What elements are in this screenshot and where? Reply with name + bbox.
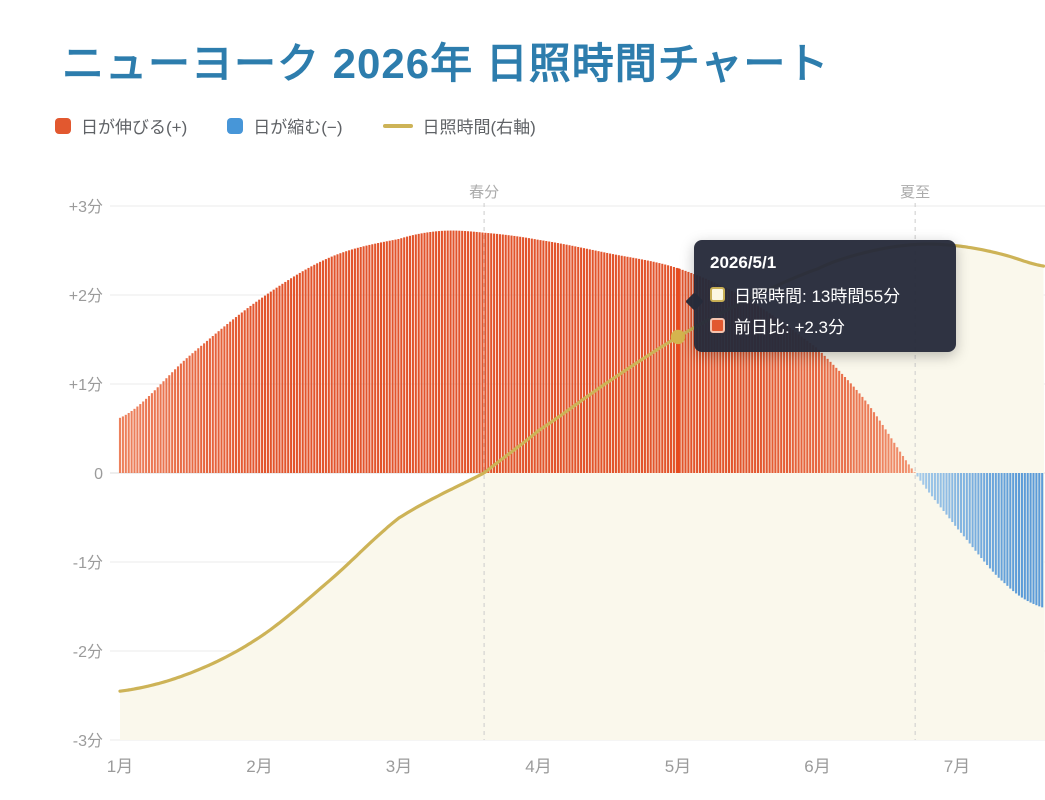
tooltip-change-text: 前日比: +2.3分 <box>734 318 846 337</box>
tooltip-daylight-text: 日照時間: 13時間55分 <box>734 287 901 306</box>
x-axis-month-label: 5月 <box>665 757 691 776</box>
legend-label-daylight-line: 日照時間(右軸) <box>422 118 536 137</box>
y-axis-tick-label: +1分 <box>69 376 103 394</box>
highlighted-bar[interactable] <box>676 268 680 473</box>
y-axis-tick-label: +3分 <box>69 198 103 216</box>
change-series-marker <box>710 318 725 333</box>
x-axis-month-label: 1月 <box>107 757 133 776</box>
y-axis-tick-label: -3分 <box>73 732 103 750</box>
daylight-series-marker <box>710 287 725 302</box>
line-hover-dot <box>670 329 686 345</box>
tooltip-row-change: 前日比: +2.3分 <box>710 313 940 338</box>
y-axis-tick-label: -1分 <box>73 554 103 572</box>
y-axis-tick-label: 0 <box>94 466 103 483</box>
legend: 日が伸びる(+) 日が縮む(−) 日照時間(右軸) <box>55 113 536 138</box>
chart-tooltip: 2026/5/1 日照時間: 13時間55分 前日比: +2.3分 <box>685 240 956 352</box>
y-axis-tick-label: -2分 <box>73 643 103 661</box>
annotation-label-春分: 春分 <box>469 184 499 201</box>
x-axis-month-label: 7月 <box>944 757 970 776</box>
x-axis-month-label: 3月 <box>386 757 412 776</box>
annotation-label-夏至: 夏至 <box>900 184 930 201</box>
legend-swatch-positive-bar <box>55 117 71 134</box>
legend-label-day-lengthening: 日が伸びる(+) <box>81 118 188 137</box>
legend-item-day-lengthening[interactable]: 日が伸びる(+) <box>55 113 187 138</box>
daily-change-bars <box>118 230 1044 608</box>
y-axis-tick-label: +2分 <box>69 287 103 305</box>
x-axis-month-label: 2月 <box>246 757 272 776</box>
legend-swatch-negative-bar <box>227 117 244 134</box>
tooltip-row-daylight: 日照時間: 13時間55分 <box>710 282 940 307</box>
legend-item-day-shortening[interactable]: 日が縮む(−) <box>227 113 343 138</box>
x-axis-month-label: 4月 <box>525 757 551 776</box>
legend-swatch-line <box>382 123 413 128</box>
page-title: ニューヨーク 2026年 日照時間チャート <box>62 40 830 87</box>
legend-item-daylight-line[interactable]: 日照時間(右軸) <box>382 113 536 138</box>
tooltip-date: 2026/5/1 <box>710 253 777 272</box>
x-axis-month-label: 6月 <box>804 757 830 776</box>
legend-label-day-shortening: 日が縮む(−) <box>253 118 343 137</box>
